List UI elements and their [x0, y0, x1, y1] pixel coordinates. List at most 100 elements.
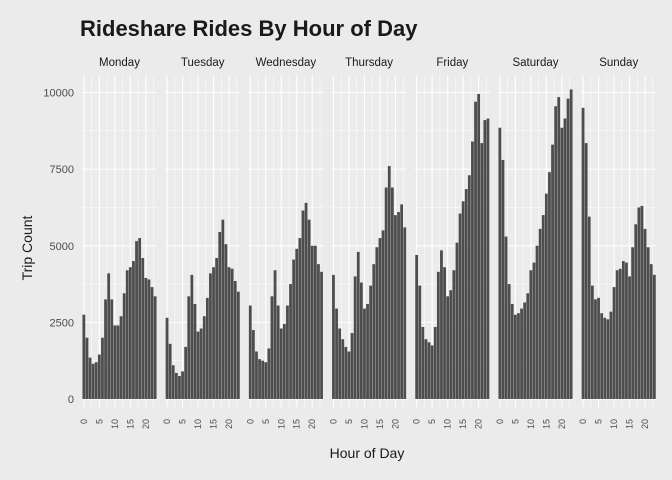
bar [440, 250, 443, 399]
bar [455, 242, 459, 399]
x-tick-label: 20 [390, 419, 400, 429]
bar [279, 328, 283, 399]
x-tick-label: 5 [427, 419, 437, 424]
bar [276, 305, 280, 399]
bar [205, 297, 209, 399]
bar [258, 359, 261, 399]
bar [144, 277, 148, 399]
bar [640, 205, 644, 399]
bar [504, 236, 508, 399]
bar [301, 210, 305, 399]
bar [510, 303, 514, 399]
strip-label: Thursday [345, 57, 393, 69]
bar [233, 280, 237, 399]
chart-title: Rideshare Rides By Hour of Day [80, 16, 418, 41]
bar [363, 308, 366, 399]
x-axis-title: Hour of Day [330, 445, 405, 461]
x-tick-label: 20 [640, 419, 650, 429]
y-tick-label: 7500 [50, 164, 74, 176]
x-tick-label: 10 [443, 419, 453, 429]
bar [116, 325, 120, 399]
y-tick-label: 5000 [50, 241, 74, 253]
bar [190, 274, 194, 399]
bar [218, 231, 222, 399]
bar [85, 337, 89, 399]
bar [341, 339, 345, 399]
bar [449, 290, 453, 399]
bar [421, 326, 425, 399]
bar [566, 98, 570, 399]
strip-label: Monday [99, 57, 140, 69]
x-tick-label: 15 [292, 419, 302, 429]
strip-label: Saturday [512, 57, 558, 69]
bar [563, 118, 567, 400]
x-tick-label: 15 [209, 419, 219, 429]
bar [178, 376, 181, 399]
x-tick-label: 15 [375, 419, 385, 429]
bar [634, 224, 638, 399]
bar [507, 284, 511, 399]
bar [104, 299, 107, 399]
bar [165, 317, 169, 399]
bar [174, 372, 178, 399]
bar [400, 204, 404, 399]
bar [221, 219, 225, 399]
bar [381, 230, 385, 399]
x-tick-label: 0 [79, 419, 89, 424]
bar [541, 215, 545, 399]
bar [471, 141, 474, 400]
y-axis-title: Trip Count [19, 215, 35, 280]
bar [474, 101, 477, 399]
bar [390, 187, 394, 399]
strip-label: Sunday [599, 57, 638, 69]
bar [101, 337, 104, 399]
panel-sunday: Sunday 0 5 10 15 20 [578, 57, 657, 429]
bar [513, 314, 517, 399]
bar [193, 303, 197, 399]
bar [344, 346, 348, 399]
x-tick-label: 20 [307, 419, 317, 429]
panel-wednesday: Wednesday 0 5 10 15 20 [245, 57, 324, 429]
bar [187, 296, 191, 399]
x-tick-label: 20 [474, 419, 484, 429]
x-tick-label: 15 [541, 419, 551, 429]
bar [458, 213, 462, 399]
bar [230, 268, 234, 399]
x-tick-label: 0 [412, 419, 422, 424]
bar [520, 308, 523, 399]
bar [424, 339, 428, 399]
x-tick-label: 5 [94, 419, 104, 424]
bar [461, 201, 465, 399]
bar [199, 328, 203, 399]
bar [609, 311, 613, 399]
bar [418, 285, 422, 399]
bar [141, 258, 145, 399]
bar [618, 268, 622, 399]
y-axis-ticks: 0 2500 5000 7500 10000 [43, 88, 74, 407]
bar [366, 303, 369, 399]
x-tick-label: 15 [458, 419, 468, 429]
bar [82, 314, 86, 399]
bar [212, 267, 215, 399]
bar [310, 245, 314, 399]
x-tick-label: 10 [276, 419, 286, 429]
bar [264, 362, 268, 399]
bar [270, 296, 274, 399]
x-tick-label: 20 [141, 419, 151, 429]
bar [332, 274, 335, 399]
bar [397, 212, 400, 399]
bar [523, 302, 527, 399]
panel-friday: Friday 0 5 10 15 20 [412, 57, 490, 429]
bar [569, 89, 573, 399]
bar [538, 228, 542, 399]
bar [430, 345, 434, 399]
bar [529, 270, 533, 399]
panel-thursday: Thursday 0 5 10 15 20 [328, 57, 407, 429]
x-tick-label: 10 [110, 419, 120, 429]
bar [477, 94, 481, 399]
bar [138, 238, 142, 399]
bar [209, 273, 212, 399]
x-tick-label: 15 [625, 419, 635, 429]
x-tick-label: 0 [162, 419, 172, 424]
x-tick-label: 10 [526, 419, 536, 429]
